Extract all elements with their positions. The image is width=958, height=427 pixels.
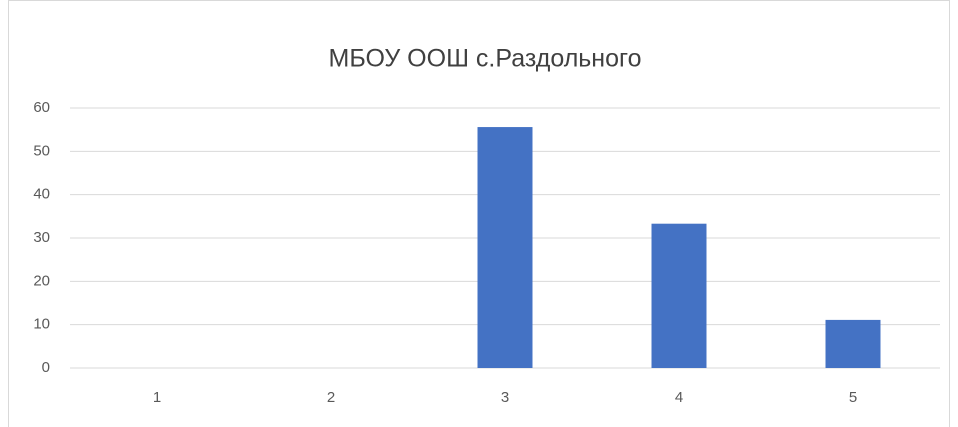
bar	[825, 319, 881, 368]
x-tick-label: 5	[849, 389, 857, 406]
x-tick-label: 1	[153, 389, 161, 406]
chart-border	[8, 0, 950, 427]
x-tick-label: 4	[675, 389, 683, 406]
x-tick-label: 2	[327, 389, 335, 406]
y-tick-label: 0	[42, 359, 50, 376]
y-tick-label: 60	[33, 99, 50, 116]
x-tick-label: 3	[501, 389, 509, 406]
y-tick-label: 40	[33, 186, 50, 203]
bar	[651, 223, 707, 368]
y-tick-label: 10	[33, 316, 50, 333]
y-tick-label: 30	[33, 229, 50, 246]
chart-title: МБОУ ООШ с.Раздольного	[329, 45, 642, 73]
y-tick-label: 50	[33, 142, 50, 159]
y-tick-label: 20	[33, 272, 50, 289]
bar	[477, 127, 533, 368]
